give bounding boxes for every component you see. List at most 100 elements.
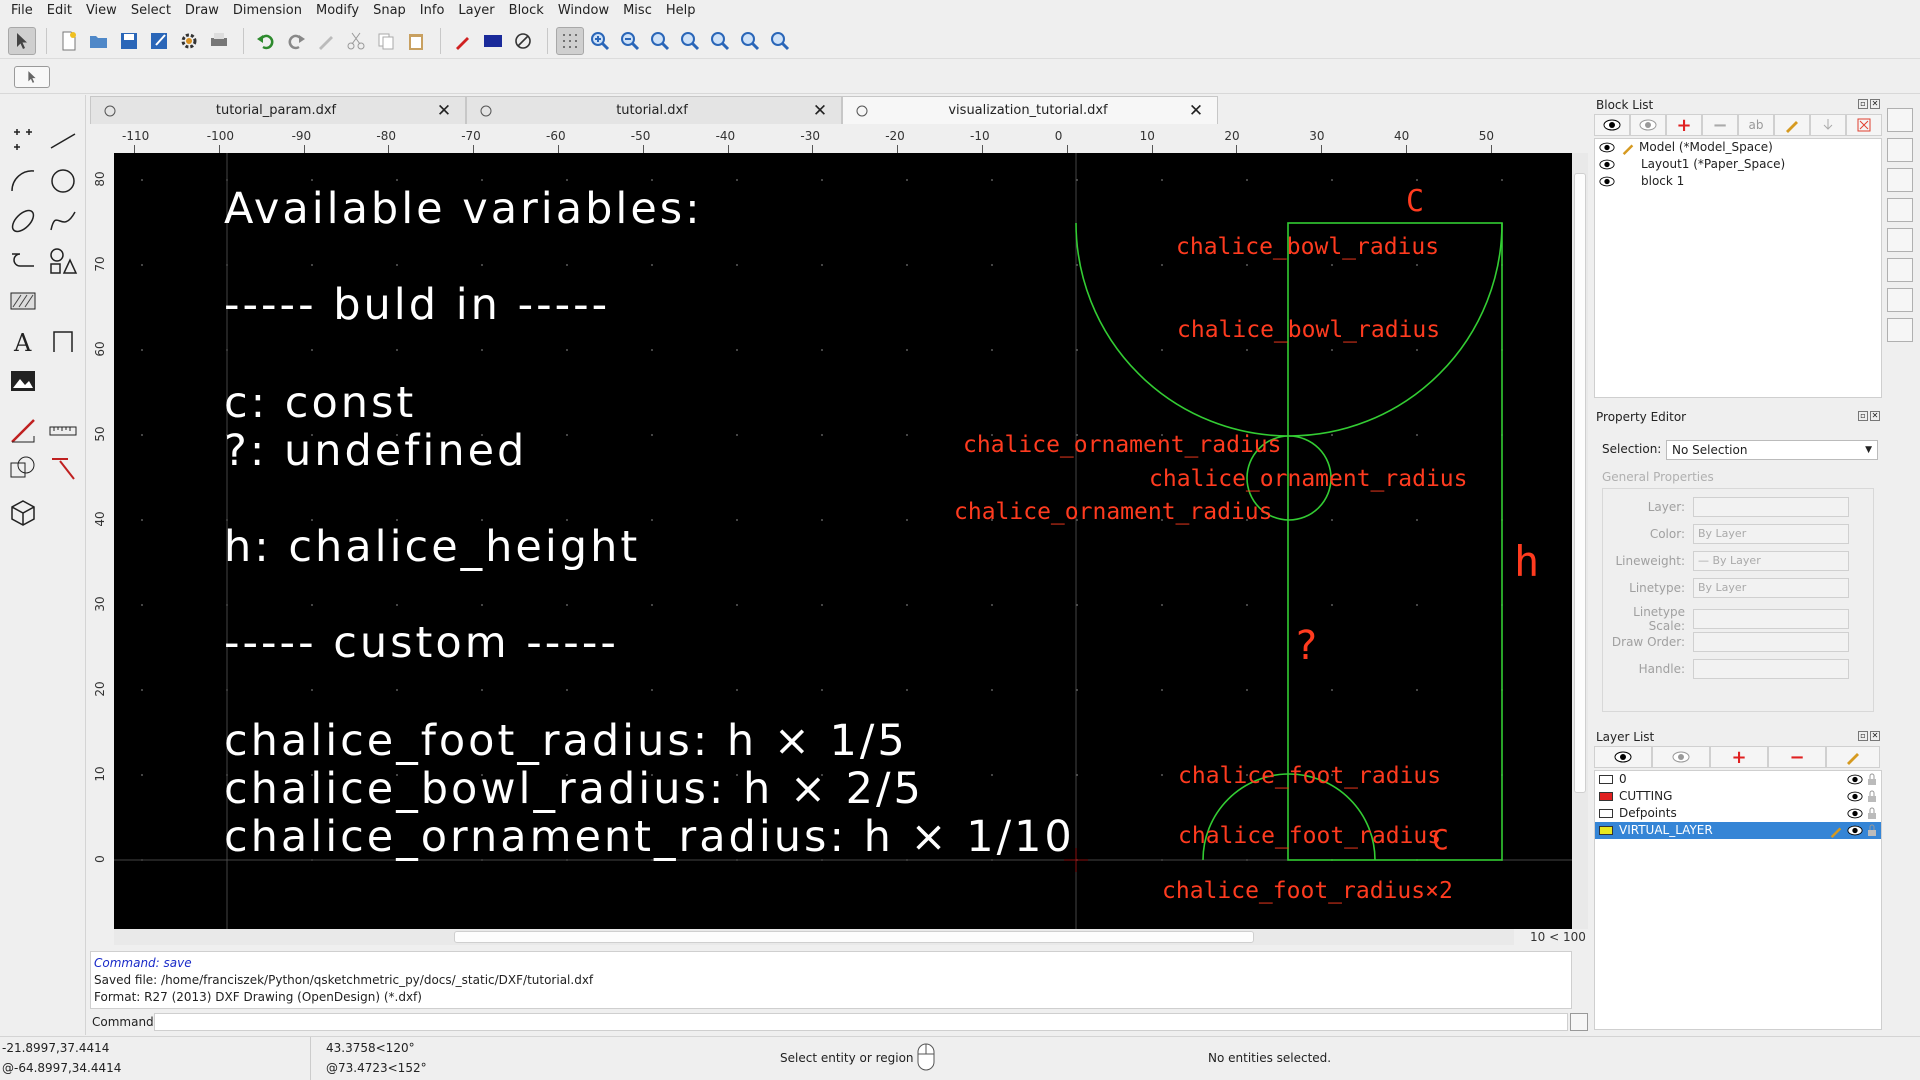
paste-button[interactable]: [402, 27, 430, 55]
spline-tool-button[interactable]: [45, 203, 81, 239]
block-tool-button[interactable]: [5, 450, 41, 486]
zoom-in-button[interactable]: [586, 27, 614, 55]
block-list-item[interactable]: block 1: [1595, 173, 1881, 190]
shape-tool-button[interactable]: [45, 243, 81, 279]
float-icon[interactable]: ▫: [1858, 411, 1868, 421]
edit-block-button[interactable]: [1774, 114, 1810, 136]
lock-icon[interactable]: [1867, 807, 1877, 820]
tab-tutorial-param[interactable]: tutorial_param.dxf ✕: [90, 96, 466, 124]
dock-toggle-button[interactable]: [1887, 198, 1913, 222]
dock-toggle-button[interactable]: [1887, 228, 1913, 252]
lock-icon[interactable]: [1867, 790, 1877, 803]
modify-tool-button[interactable]: [5, 413, 41, 449]
property-field[interactable]: By Layer: [1693, 524, 1849, 544]
block-list-item[interactable]: Layout1 (*Paper_Space): [1595, 156, 1881, 173]
open-file-button[interactable]: [85, 27, 113, 55]
menu-info[interactable]: Info: [419, 3, 445, 18]
zoom-redraw-button[interactable]: [766, 27, 794, 55]
3d-tool-button[interactable]: [5, 495, 41, 531]
arc-tool-button[interactable]: [5, 163, 41, 199]
close-icon[interactable]: ✕: [436, 100, 452, 121]
lock-icon[interactable]: [1867, 773, 1877, 786]
eye-icon[interactable]: [1599, 159, 1615, 170]
menu-dimension[interactable]: Dimension: [232, 3, 302, 18]
snap-select-button[interactable]: [14, 65, 50, 88]
dock-toggle-button[interactable]: [1887, 138, 1913, 162]
vertical-scrollbar[interactable]: [1572, 153, 1588, 929]
pen-color-button[interactable]: [449, 27, 477, 55]
add-layer-button[interactable]: +: [1710, 746, 1768, 768]
line-tool-button[interactable]: [45, 123, 81, 159]
edit-layer-button[interactable]: [1826, 746, 1880, 768]
close-icon[interactable]: ✕: [812, 100, 828, 121]
hide-all-blocks-button[interactable]: [1630, 114, 1666, 136]
undo-button[interactable]: [252, 27, 280, 55]
remove-layer-button[interactable]: −: [1768, 746, 1826, 768]
eye-icon[interactable]: [1599, 142, 1615, 153]
eye-icon[interactable]: [1847, 825, 1863, 836]
select-pointer-button[interactable]: [8, 26, 36, 55]
menu-select[interactable]: Select: [130, 3, 171, 18]
command-input[interactable]: [154, 1013, 1568, 1031]
close-icon[interactable]: ✕: [1870, 731, 1880, 741]
property-field[interactable]: [1693, 632, 1849, 652]
tab-visualization-tutorial[interactable]: visualization_tutorial.dxf ✕: [842, 96, 1218, 124]
layer-row[interactable]: Defpoints: [1595, 805, 1881, 822]
eye-icon[interactable]: [1847, 791, 1863, 802]
menu-draw[interactable]: Draw: [184, 3, 219, 18]
dock-toggle-button[interactable]: [1887, 108, 1913, 132]
float-icon[interactable]: ▫: [1858, 99, 1868, 109]
zoom-auto-button[interactable]: [646, 27, 674, 55]
save-file-button[interactable]: [115, 27, 143, 55]
property-field[interactable]: [1693, 609, 1849, 629]
show-all-layers-button[interactable]: [1594, 746, 1652, 768]
measure-tool-button[interactable]: [45, 413, 81, 449]
select-tool-button[interactable]: [45, 450, 81, 486]
eye-icon[interactable]: [1599, 176, 1615, 187]
selection-dropdown[interactable]: No Selection ▼: [1666, 440, 1878, 460]
menu-edit[interactable]: Edit: [46, 3, 72, 18]
menu-modify[interactable]: Modify: [316, 3, 360, 18]
scroll-thumb[interactable]: [454, 931, 1254, 943]
property-field[interactable]: — By Layer: [1693, 551, 1849, 571]
layer-row[interactable]: VIRTUAL_LAYER: [1595, 822, 1881, 839]
menu-view[interactable]: View: [85, 3, 117, 18]
copy-button[interactable]: [372, 27, 400, 55]
print-button[interactable]: [205, 27, 233, 55]
pencil-icon[interactable]: [1621, 141, 1635, 155]
dock-toggle-button[interactable]: [1887, 258, 1913, 282]
cut-button[interactable]: [342, 27, 370, 55]
screen-button[interactable]: [479, 27, 507, 55]
hatch-tool-button[interactable]: [5, 283, 41, 319]
float-icon[interactable]: ▫: [1858, 731, 1868, 741]
polyline-tool-button[interactable]: [5, 243, 41, 279]
property-field[interactable]: [1693, 497, 1849, 517]
add-block-button[interactable]: +: [1666, 114, 1702, 136]
scroll-thumb[interactable]: [1574, 173, 1586, 793]
ellipse-tool-button[interactable]: [5, 203, 41, 239]
remove-block-button[interactable]: −: [1702, 114, 1738, 136]
text-tool-button[interactable]: A: [5, 323, 41, 359]
delete-block-button[interactable]: [1846, 114, 1882, 136]
tab-tutorial[interactable]: tutorial.dxf ✕: [466, 96, 842, 124]
menu-file[interactable]: File: [11, 3, 33, 18]
layer-row[interactable]: CUTTING: [1595, 788, 1881, 805]
zoom-window-button[interactable]: [706, 27, 734, 55]
eye-icon[interactable]: [1847, 774, 1863, 785]
save-as-button[interactable]: [145, 27, 173, 55]
zoom-previous-button[interactable]: [676, 27, 704, 55]
menu-layer[interactable]: Layer: [458, 3, 495, 18]
menu-block[interactable]: Block: [508, 3, 544, 18]
redo-button[interactable]: [282, 27, 310, 55]
dock-toggle-button[interactable]: [1887, 168, 1913, 192]
dock-toggle-button[interactable]: [1887, 318, 1913, 342]
close-icon[interactable]: ✕: [1870, 99, 1880, 109]
menu-snap[interactable]: Snap: [373, 3, 406, 18]
new-file-button[interactable]: [55, 27, 83, 55]
pencil-icon[interactable]: [1829, 824, 1843, 838]
no-entity-button[interactable]: [509, 27, 537, 55]
command-options-button[interactable]: [1570, 1013, 1588, 1031]
menu-misc[interactable]: Misc: [623, 3, 652, 18]
pen-button[interactable]: [312, 27, 340, 55]
menu-help[interactable]: Help: [665, 3, 696, 18]
